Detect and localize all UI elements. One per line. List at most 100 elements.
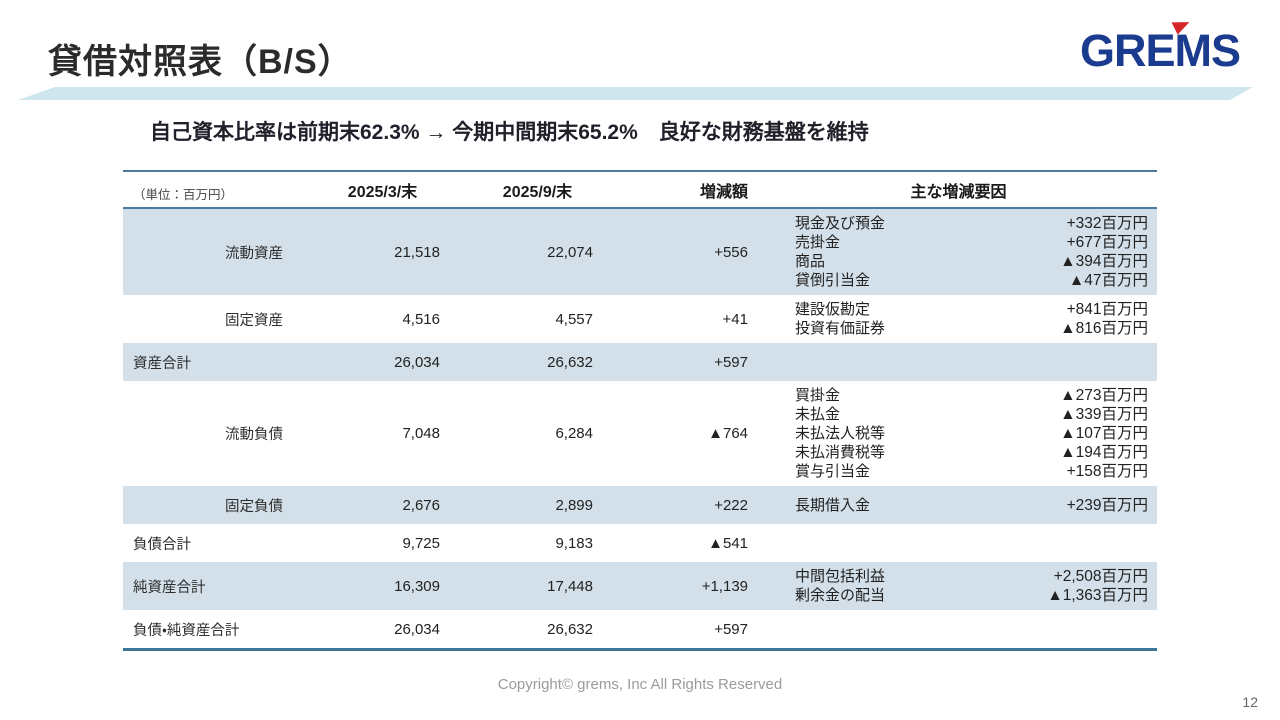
factor-name: 建設仮勘定 bbox=[795, 301, 871, 318]
table-row: 負債・純資産合計 26,034 26,632 +597 bbox=[123, 610, 1157, 648]
factor-amount: ▲339百万円 bbox=[1060, 406, 1148, 423]
table-header-row: （単位：百万円） 2025/3/末 2025/9/末 増減額 主な増減要因 bbox=[123, 172, 1157, 209]
key-message: 自己資本比率は前期末62.3% → 今期中間期末65.2% 良好な財務基盤を維持 bbox=[150, 121, 869, 144]
factor-amount: +332百万円 bbox=[1066, 215, 1148, 232]
factor-line: 現金及び預金 +332百万円 bbox=[760, 214, 1157, 233]
page-title: 貸借対照表（B/S） bbox=[48, 43, 353, 81]
factor-amount: +2,508百万円 bbox=[1053, 568, 1148, 585]
copyright-text: Copyright© grems, Inc All Rights Reserve… bbox=[497, 676, 783, 693]
page-number: 12 bbox=[1242, 694, 1258, 710]
table-row: 流動資産 21,518 22,074 +556 現金及び預金 +332百万円 売掛金 +677… bbox=[123, 209, 1157, 295]
factor-amount: ▲107百万円 bbox=[1060, 425, 1148, 442]
grems-logo: GREMS bbox=[1079, 25, 1241, 76]
value-2025-3: 4,516 bbox=[402, 310, 440, 328]
factor-line: 未払消費税等 ▲194百万円 bbox=[760, 443, 1157, 462]
logo-text: GREMS bbox=[1079, 25, 1241, 76]
value-2025-3: 7,048 bbox=[402, 425, 440, 442]
value-2025-9: 6,284 bbox=[555, 425, 593, 442]
value-2025-3: 21,518 bbox=[394, 243, 440, 261]
factor-name: 中間包括利益 bbox=[795, 568, 886, 585]
row-label: 負債・純資産合計 bbox=[133, 622, 240, 639]
factors-cell: 長期借入金 +239百万円 bbox=[760, 496, 1157, 515]
factor-name: 貸倒引当金 bbox=[795, 272, 871, 289]
factor-amount: ▲816百万円 bbox=[1060, 320, 1148, 337]
table-row: 流動負債 7,048 6,284 ▲764 買掛金 ▲273百万円 未払金 ▲339百万円 未払… bbox=[123, 381, 1157, 486]
table-body: 流動資産 21,518 22,074 +556 現金及び預金 +332百万円 売掛金 +677… bbox=[123, 209, 1157, 648]
factor-amount: ▲194百万円 bbox=[1060, 444, 1148, 461]
factor-name: 未払金 bbox=[795, 406, 841, 423]
value-diff: +1,139 bbox=[701, 577, 748, 595]
row-label: 資産合計 bbox=[133, 355, 191, 372]
factor-name: 売掛金 bbox=[795, 234, 841, 251]
factors-cell: 買掛金 ▲273百万円未払金 ▲339百万円未払法人税等 ▲107百万円 未払消費税等 ▲… bbox=[760, 386, 1157, 481]
column-header-2025-3: 2025/3/末 bbox=[347, 183, 418, 201]
value-2025-9: 2,899 bbox=[555, 496, 593, 514]
factor-line: 貸倒引当金 ▲47百万円 bbox=[760, 271, 1157, 290]
column-header-2025-9: 2025/9/末 bbox=[502, 183, 573, 201]
value-2025-3: 2,676 bbox=[402, 496, 440, 514]
row-label: 固定資産 bbox=[225, 312, 283, 329]
value-2025-9: 17,448 bbox=[547, 577, 593, 595]
value-diff: +597 bbox=[714, 353, 748, 371]
factor-line: 商品 ▲394百万円 bbox=[760, 252, 1157, 271]
value-2025-3: 26,034 bbox=[394, 620, 440, 638]
factor-line: 未払法人税等 ▲107百万円 bbox=[760, 424, 1157, 443]
value-diff: ▲764 bbox=[708, 425, 748, 442]
factor-line: 投資有価証券 ▲816百万円 bbox=[760, 319, 1157, 338]
value-diff: +556 bbox=[714, 243, 748, 261]
value-2025-3: 9,725 bbox=[402, 534, 440, 552]
table-row: 純資産合計 16,309 17,448 +1,139 中間包括利益 +2,508百万円 剰余… bbox=[123, 562, 1157, 610]
factor-amount: ▲394百万円 bbox=[1060, 253, 1148, 270]
value-2025-3: 26,034 bbox=[394, 353, 440, 371]
table-row: 固定資産 4,516 4,557 +41 建設仮勘定 +841百万円投資有価証券 ▲816百… bbox=[123, 295, 1157, 343]
unit-label: （単位：百万円） bbox=[133, 188, 234, 202]
value-2025-9: 4,557 bbox=[555, 310, 593, 328]
factors-cell: 現金及び預金 +332百万円売掛金 +677百万円商品 ▲394百万円 貸倒引当金 ▲47… bbox=[760, 214, 1157, 290]
factors-cell: 中間包括利益 +2,508百万円剰余金の配当 ▲1,363百万円 bbox=[760, 567, 1157, 605]
factor-amount: +239百万円 bbox=[1066, 496, 1148, 514]
factor-name: 投資有価証券 bbox=[795, 320, 886, 337]
factor-line: 売掛金 +677百万円 bbox=[760, 233, 1157, 252]
factor-line: 買掛金 ▲273百万円 bbox=[760, 386, 1157, 405]
value-diff: +41 bbox=[722, 310, 748, 328]
column-header-diff: 増減額 bbox=[699, 183, 748, 201]
title-ribbon bbox=[18, 87, 1253, 100]
factor-name: 長期借入金 bbox=[795, 496, 871, 514]
table-row: 負債合計 9,725 9,183 ▲541 bbox=[123, 524, 1157, 562]
row-label: 純資産合計 bbox=[133, 579, 206, 596]
factor-amount: +158百万円 bbox=[1066, 463, 1148, 480]
row-label: 流動負債 bbox=[225, 427, 283, 443]
factor-line: 賞与引当金 +158百万円 bbox=[760, 462, 1157, 481]
value-2025-3: 16,309 bbox=[394, 577, 440, 595]
value-diff: +597 bbox=[714, 620, 748, 638]
table-row: 資産合計 26,034 26,632 +597 bbox=[123, 343, 1157, 381]
column-header-factors: 主な増減要因 bbox=[910, 183, 1007, 201]
factor-amount: ▲1,363百万円 bbox=[1047, 587, 1148, 604]
factor-name: 剰余金の配当 bbox=[795, 587, 886, 604]
row-label: 負債合計 bbox=[133, 536, 191, 553]
value-2025-9: 26,632 bbox=[547, 620, 593, 638]
factor-name: 賞与引当金 bbox=[795, 463, 871, 480]
factor-amount: ▲273百万円 bbox=[1060, 387, 1148, 404]
factor-line: 長期借入金 +239百万円 bbox=[760, 496, 1157, 515]
value-2025-9: 26,632 bbox=[547, 353, 593, 371]
value-2025-9: 9,183 bbox=[555, 534, 593, 552]
factors-cell: 建設仮勘定 +841百万円投資有価証券 ▲816百万円 bbox=[760, 300, 1157, 338]
value-diff: +222 bbox=[714, 496, 748, 514]
table-row: 固定負債 2,676 2,899 +222 長期借入金 +239百万円 bbox=[123, 486, 1157, 524]
factor-amount: +841百万円 bbox=[1066, 301, 1148, 318]
factor-name: 買掛金 bbox=[795, 387, 841, 404]
factor-line: 中間包括利益 +2,508百万円 bbox=[760, 567, 1157, 586]
factor-amount: +677百万円 bbox=[1066, 234, 1148, 251]
factor-line: 未払金 ▲339百万円 bbox=[760, 405, 1157, 424]
factor-name: 現金及び預金 bbox=[795, 215, 886, 232]
factor-name: 商品 bbox=[795, 253, 826, 270]
row-label: 固定負債 bbox=[225, 498, 283, 515]
factor-name: 未払法人税等 bbox=[795, 425, 886, 442]
value-diff: ▲541 bbox=[708, 534, 748, 552]
value-2025-9: 22,074 bbox=[547, 243, 593, 261]
factor-line: 剰余金の配当 ▲1,363百万円 bbox=[760, 586, 1157, 605]
balance-sheet-table: （単位：百万円） 2025/3/末 2025/9/末 増減額 主な増減要因 流動… bbox=[123, 170, 1157, 651]
factor-line: 建設仮勘定 +841百万円 bbox=[760, 300, 1157, 319]
